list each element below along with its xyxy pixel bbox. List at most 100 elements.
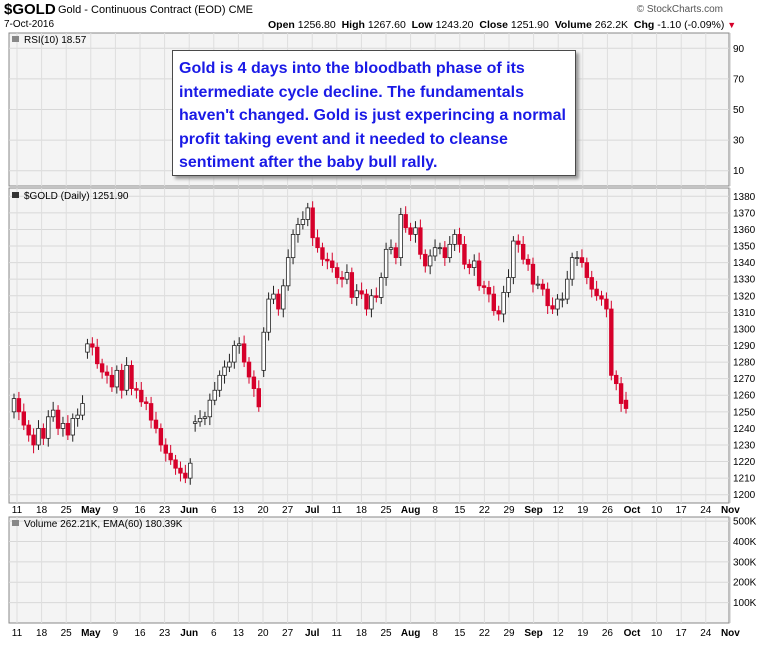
x-tick-label: 11	[332, 505, 343, 516]
x-tick-label: 9	[113, 628, 119, 639]
volume-tick-label: 100K	[733, 598, 757, 609]
candle-body	[594, 288, 599, 297]
candle-body	[374, 295, 379, 298]
chg-label: Chg	[633, 19, 655, 31]
candle-body	[188, 462, 193, 479]
volume-tick-label: 500K	[733, 517, 757, 528]
candle-body	[65, 423, 71, 436]
candle-body	[569, 257, 575, 280]
candle-body	[589, 277, 594, 290]
x-tick-label: 15	[454, 628, 466, 639]
volume-panel	[8, 516, 730, 624]
x-tick-label: Jun	[180, 628, 198, 639]
x-tick-label: 26	[602, 505, 614, 516]
price-tick-label: 1370	[733, 208, 756, 219]
candle-body	[26, 424, 31, 436]
candle-body	[506, 277, 511, 293]
price-tick-label: 1310	[733, 308, 756, 319]
ticker-symbol: $GOLD	[4, 1, 56, 18]
candle-body	[281, 285, 286, 310]
candle-body	[413, 227, 418, 235]
candle-body	[197, 418, 203, 423]
candle-body	[472, 260, 477, 268]
x-tick-label: 25	[61, 628, 73, 639]
open-label: Open	[268, 19, 295, 31]
rsi-tick-label: 50	[733, 105, 745, 116]
candle-body	[80, 403, 85, 416]
price-tick-label: 1270	[733, 374, 756, 385]
x-tick-label: Nov	[721, 505, 740, 516]
candles	[11, 201, 629, 485]
candle-body	[310, 207, 315, 239]
x-tick-label: 24	[700, 628, 712, 639]
candle-body	[447, 243, 452, 259]
x-tick-label: Sep	[524, 505, 542, 516]
candle-body	[163, 444, 168, 454]
rsi-tick-label: 30	[733, 136, 745, 147]
candle-body	[457, 234, 462, 245]
candle-body	[388, 247, 394, 250]
volume-legend-swatch	[12, 520, 19, 526]
chg-value: -1.10 (-0.09%)	[657, 19, 725, 31]
annotation-box: Gold is 4 days into the bloodbath phase …	[172, 50, 576, 176]
x-tick-label: 11	[12, 628, 23, 639]
candle-body	[119, 369, 124, 391]
candle-body	[530, 263, 536, 285]
candle-body	[139, 389, 144, 403]
rsi-tick-label: 90	[733, 44, 745, 55]
candle-body	[21, 411, 26, 426]
candle-body	[285, 257, 291, 287]
volume-legend: Volume 262.21K, EMA(60) 180.39K	[12, 519, 183, 530]
x-tick-label: 8	[432, 505, 438, 516]
candle-body	[55, 409, 61, 429]
candle-body	[202, 416, 208, 419]
x-tick-label: 20	[257, 628, 269, 639]
rsi-tick-label: 70	[733, 74, 745, 85]
x-tick-label: 25	[380, 505, 392, 516]
candle-body	[134, 388, 139, 391]
candle-body	[496, 310, 501, 315]
x-tick-label: Oct	[624, 628, 641, 639]
candle-body	[11, 398, 17, 413]
candle-body	[153, 419, 159, 429]
x-tick-label: Jul	[305, 505, 320, 516]
candle-body	[129, 364, 134, 390]
candle-body	[540, 283, 545, 290]
gridlines	[9, 33, 731, 623]
candle-body	[452, 234, 457, 245]
x-tick-label: Aug	[401, 628, 420, 639]
x-tick-label: 18	[356, 505, 368, 516]
candle-body	[104, 371, 110, 376]
price-tick-label: 1240	[733, 424, 756, 435]
price-tick-label: 1260	[733, 391, 756, 402]
candle-body	[148, 403, 154, 421]
candle-body	[623, 399, 629, 409]
x-tick-label: 12	[553, 505, 565, 516]
price-tick-label: 1200	[733, 490, 756, 501]
candle-body	[207, 399, 213, 418]
x-tick-label: 25	[61, 505, 73, 516]
candle-body	[95, 346, 100, 365]
x-tick-label: 6	[211, 505, 217, 516]
candle-body	[266, 298, 271, 333]
chart-date: 7-Oct-2016	[4, 19, 55, 30]
candle-body	[535, 283, 541, 286]
x-tick-label: 11	[12, 505, 23, 516]
candle-body	[383, 248, 389, 278]
candle-body	[462, 243, 467, 265]
candle-body	[491, 293, 497, 312]
candle-body	[525, 258, 531, 265]
x-tick-label: Aug	[401, 505, 420, 516]
x-tick-label: Oct	[624, 505, 641, 516]
x-tick-label: 24	[700, 505, 712, 516]
candle-body	[393, 247, 399, 259]
candle-body	[511, 240, 516, 278]
close-label: Close	[479, 19, 508, 31]
candle-body	[574, 257, 580, 260]
candle-body	[442, 247, 448, 259]
candle-body	[320, 247, 325, 260]
candle-body	[305, 207, 310, 220]
x-tick-label: 26	[602, 628, 614, 639]
x-tick-label: 29	[503, 505, 515, 516]
x-tick-label: 10	[651, 628, 663, 639]
